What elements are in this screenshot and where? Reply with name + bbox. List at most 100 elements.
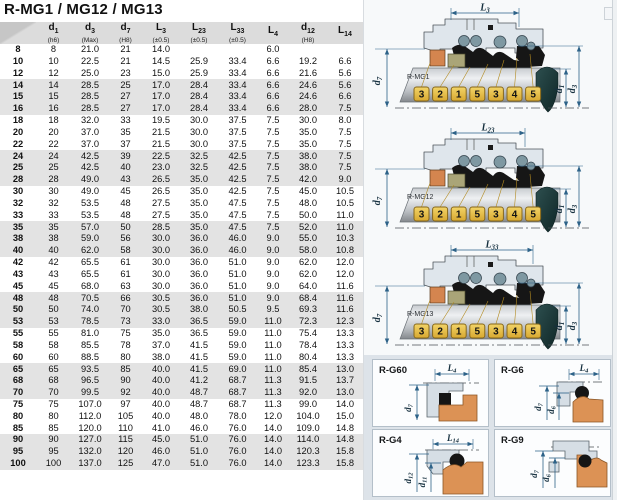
dimension-label: d7 [529, 469, 541, 478]
part-number-tag [432, 86, 449, 102]
row-size-label: 16 [12, 103, 24, 114]
table-cell: 48.7 [189, 387, 209, 398]
table-cell: 109.0 [296, 422, 320, 433]
table-cell: 24.6 [298, 79, 318, 90]
drawing-shape [458, 66, 471, 88]
table-cell: 40.0 [151, 387, 171, 398]
table-cell: 23 [120, 67, 131, 78]
drawing-shape [384, 101, 390, 107]
table-cell: 53 [48, 316, 59, 327]
table-cell: 25.9 [189, 55, 209, 66]
table-cell: 35.0 [151, 328, 171, 339]
row-size-label: 90 [12, 434, 24, 445]
table-cell: 36.0 [189, 257, 209, 268]
table-cell: 26.5 [151, 174, 171, 185]
row-size-label: 70 [12, 387, 24, 398]
table-cell: 137.0 [78, 458, 102, 469]
table-cell: 42.0 [298, 174, 318, 185]
table-cell: 15.0 [151, 67, 171, 78]
part-number: 3 [419, 210, 425, 221]
row-size-label: 32 [12, 197, 24, 208]
drawing-shape [433, 441, 439, 447]
table-cell: 48.0 [189, 410, 209, 421]
drawing-shape [477, 183, 489, 208]
set-screw [488, 145, 493, 150]
seat-diagram-r-g6: R-G6 L4 d7 d6 [494, 359, 611, 427]
drawing-shape: 6 [551, 405, 558, 409]
table-cell: 30.0 [151, 233, 171, 244]
table-cell: 7.5 [266, 150, 280, 161]
table-cell: 37.0 [80, 138, 100, 149]
table-cell: 38.0 [298, 162, 318, 173]
row-size-label: 95 [12, 446, 24, 457]
table-row: 70 70 99.5 92 40.0 48.7 68.7 11.3 92.0 13.0 [0, 387, 363, 399]
table-cell: 68 [48, 375, 59, 386]
table-cell: 58 [120, 245, 131, 256]
table-cell: 53.5 [80, 209, 100, 220]
drawing-shape [477, 300, 489, 325]
header-symbol: d [48, 21, 55, 33]
header-subscript: 14 [344, 31, 352, 38]
table-cell: 14.0 [263, 458, 283, 469]
table-cell: 42.5 [228, 162, 247, 173]
table-cell: 13.0 [335, 387, 355, 398]
spring-section [458, 155, 470, 167]
spec-table-body: 8 8 21.0 21 14.0 6.0 10 10 22.5 21 14.5 25.9 33.4 6.6… [0, 44, 363, 470]
part-number: 5 [475, 90, 481, 101]
row-size-label: 35 [12, 221, 24, 232]
dimension-label: L4 [447, 363, 458, 375]
dimension-label: L14 [446, 433, 460, 445]
drawing-shape [576, 221, 582, 227]
drawing-shape [384, 338, 390, 344]
table-cell: 13.3 [335, 328, 355, 339]
table-cell: 7.5 [266, 186, 280, 197]
table-cell: 80 [48, 410, 59, 421]
drawing-shape: d [546, 409, 556, 414]
table-cell: 55.0 [298, 233, 318, 244]
row-size-label: 12 [12, 67, 24, 78]
column-header: L14 [327, 22, 363, 44]
drawing-shape: L [479, 3, 486, 14]
table-cell: 70.5 [80, 292, 100, 303]
table-row: 28 28 49.0 43 26.5 35.0 42.5 7.5 42.0 9.0 [0, 174, 363, 186]
table-cell: 17.0 [151, 103, 171, 114]
diagram-panel: R-MG1 3 2 1 5 3 4 5 L3 d7 d1 d3 R-MG12 3 2 1 5 3 4 5 L23 d7 d… [363, 0, 617, 500]
row-size-label: 38 [12, 233, 24, 244]
table-cell: 33.4 [228, 103, 247, 114]
drawing-shape: 23 [487, 127, 496, 135]
table-cell: 12.0 [263, 410, 283, 421]
column-header: d7 (H8) [109, 22, 142, 44]
table-cell: 14 [48, 79, 59, 90]
drawing-shape [514, 57, 518, 88]
table-row: 16 16 28.5 27 17.0 28.4 33.4 6.6 28.0 7.5 [0, 103, 363, 115]
table-cell: 65.5 [80, 257, 100, 268]
table-cell: 25.9 [189, 67, 209, 78]
table-cell: 37.0 [80, 126, 100, 137]
drawing-shape: d [554, 324, 565, 330]
part-number-tag [413, 86, 430, 102]
row-size-label: 68 [12, 375, 24, 386]
table-cell: 11.6 [336, 292, 354, 303]
drawing-shape [593, 371, 599, 377]
table-cell: 85.4 [298, 363, 318, 374]
table-cell: 52.0 [298, 221, 318, 232]
table-cell: 55 [48, 328, 59, 339]
table-cell: 30.0 [151, 280, 171, 291]
table-cell: 14.5 [151, 55, 171, 66]
table-cell: 18 [48, 115, 59, 126]
drawing-shape [576, 101, 582, 107]
part-number-tag [450, 86, 467, 102]
table-row: 90 90 127.0 115 45.0 51.0 76.0 14.0 114.0 14.8 [0, 434, 363, 447]
drawing-shape [458, 186, 471, 208]
dimension-label: L4 [579, 363, 590, 375]
table-cell: 38.0 [151, 351, 171, 362]
part-number-tag [487, 323, 504, 339]
drawing-shape [450, 245, 534, 264]
row-size-label: 8 [15, 44, 21, 55]
part-number-tag [432, 323, 449, 339]
table-cell: 35.0 [189, 209, 209, 220]
drawing-shape [439, 64, 455, 88]
table-cell: 26.5 [151, 186, 171, 197]
